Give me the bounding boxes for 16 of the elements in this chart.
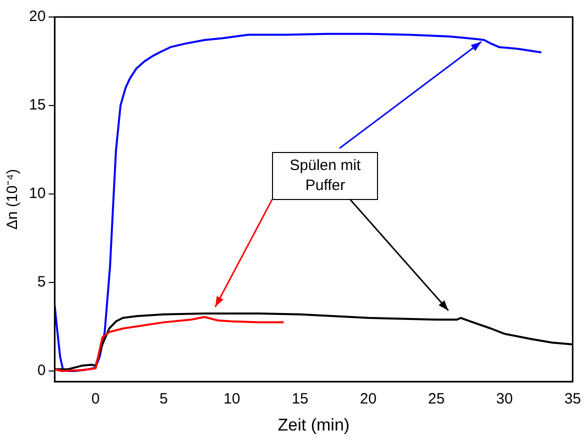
y-tick-label: 5 xyxy=(37,274,46,291)
y-tick-label: 10 xyxy=(28,185,46,202)
x-tick-label: 15 xyxy=(292,390,308,408)
x-tick-label: 20 xyxy=(360,390,377,408)
y-axis-title: Δn (10⁻⁴) xyxy=(4,168,22,230)
x-tick-label: 0 xyxy=(91,390,100,408)
y-tick-label: 20 xyxy=(28,8,46,26)
x-axis-title: Zeit (min) xyxy=(278,415,350,434)
annotation: Spülen mit Puffer xyxy=(272,152,378,200)
x-tick-label: 25 xyxy=(428,390,445,408)
y-tick-label: 15 xyxy=(28,96,46,114)
x-tick-label: 30 xyxy=(496,390,513,408)
x-tick-label: 35 xyxy=(564,390,581,408)
x-tick-label: 10 xyxy=(224,390,240,408)
y-tick-label: 0 xyxy=(37,362,46,380)
x-tick-label: 5 xyxy=(160,390,168,408)
